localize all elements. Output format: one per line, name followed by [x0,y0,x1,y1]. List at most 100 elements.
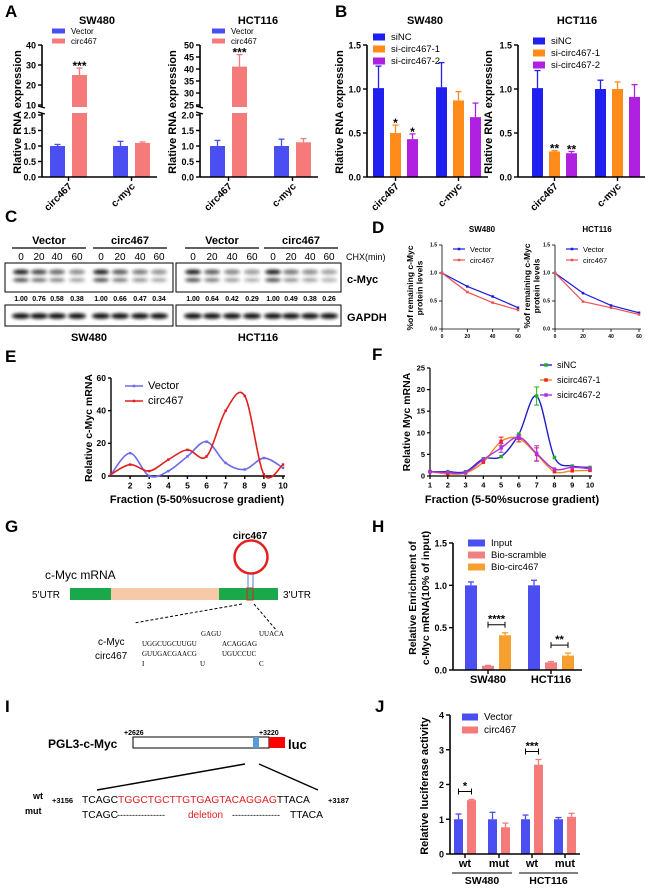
wt-seq-site: TGGCTGCTTGTGAGTACAGGAG [118,795,277,806]
x-tick-label: circ467 [202,181,234,213]
y-tick-label: 20 [26,81,36,91]
seq-bulge: GAGU [201,630,221,638]
band-cmyc [31,269,47,275]
x-tick-label: circ467 [369,181,401,213]
zoom-line [96,763,246,791]
data-point [281,466,285,470]
significance-label: * [410,125,415,139]
significance-label: *** [526,740,540,752]
y-tick-label: 50 [184,41,194,51]
significance-label: * [463,780,468,792]
bar-si-circ467-1-circ467 [549,151,560,177]
legend-marker [457,258,461,262]
chart-J: Relative luciferase activity 0 1 2 3 4 wt mut wt… [419,711,580,887]
band-cmyc-lower [283,278,299,282]
legend-swatch [52,38,65,44]
y-tick-label: 30 [26,61,36,71]
legend-label: sicirc467-2 [557,390,601,400]
x-tick-label: 6 [517,481,521,490]
blot-group-label: circ467 [111,235,149,247]
bar-Bio-circ467-HCT116 [562,655,574,670]
quantification-value: 0.47 [133,296,147,303]
band-gapdh [243,313,261,319]
band-cmyc [283,269,299,275]
legend-label: sicirc467-1 [557,375,601,385]
group-label: SW480 [465,875,500,887]
panel-label: J [375,697,384,716]
quantification-value: 0.34 [152,296,166,303]
mut-dashes: ---------------- [117,810,165,820]
x-tick-label: SW480 [470,674,506,686]
band-cmyc-lower [224,278,240,282]
y-tick-label: 3 [439,745,444,755]
bar-Vector-c-myc [274,146,289,177]
bar-Vector-wt [454,819,463,854]
y-tick-label: 1.0 [181,142,194,152]
band-cmyc [151,269,167,275]
band-gapdh [30,313,48,319]
wt-seq-left: TCAGC [82,795,119,806]
construct-insert [132,736,270,749]
bar-circ467-wt [534,764,543,854]
band-cmyc [321,269,337,275]
legend-swatch [468,551,485,559]
y-axis-label: Relative Myc mRNA [401,372,413,471]
blot-group-label: Vector [205,235,239,247]
legend-label: circ467 [484,725,517,736]
y-tick-label: 40 [184,65,194,75]
data-point [128,463,132,466]
y-tick-label: 0.0 [348,173,361,183]
legend-label: siNC [557,360,577,370]
y-tick-label: 1.5 [430,243,437,249]
band-gapdh [131,313,149,319]
x-tick-label: wt [525,858,539,870]
y-tick-label: 0.0 [181,173,194,183]
y-axis-label: Relative c-Myc mRNA [83,374,95,482]
y-tick-label: 60 [97,373,107,383]
data-point [224,409,227,412]
data-point [552,455,557,460]
band-cmyc-lower [302,278,318,282]
x-tick-label: HCT116 [531,674,571,686]
data-point [147,474,151,478]
legend-label: Vector [231,27,254,36]
x-tick-label: circ467 [528,181,560,213]
band-cmyc [224,269,240,275]
y-tick-label: 40 [26,41,36,51]
cds-segment [111,588,219,600]
y-tick-label: 1.0 [23,142,36,152]
quantification-value: 0.42 [225,296,239,303]
legend-label: Vector [470,245,492,254]
significance-label: ** [550,142,560,156]
band-gapdh [68,313,86,319]
legend-label: si-circ467-2 [551,60,600,71]
y-tick-label: 1.0 [348,85,361,95]
y-tick-label: 20 [97,438,107,448]
quantification-value: 1.00 [94,296,108,303]
band-cmyc [302,269,318,275]
bar-Vector-c-myc [113,146,128,177]
y-tick-label: 20 [417,385,425,394]
data-point [466,290,469,294]
legend-swatch [533,49,545,57]
bar-Input-HCT116 [528,585,540,670]
x-axis-label: Fraction (5-50%sucrose gradient) [425,494,600,506]
legend-marker [132,399,136,403]
circrna-circle-icon [233,539,269,575]
chart-H: Relative Enrichment of c-Myc mRNA(10% of … [407,531,582,686]
bar-si-circ467-1-c-myc [612,89,623,177]
series-line-sicirc467-2 [429,436,591,475]
band-gapdh [264,313,282,319]
bar-si-circ467-2-circ467 [407,139,418,177]
x-tick-label: 10 [586,481,594,490]
bar-siNC-c-myc [595,89,606,177]
legend-marker [544,378,548,382]
chart-title: SW480 [469,225,496,234]
utr3-segment [219,588,278,600]
data-point [109,473,113,476]
position-start: +2626 [124,730,144,737]
data-point [491,301,494,304]
bar-Vector-wt [521,819,530,854]
legend-label: siNC [551,36,572,47]
